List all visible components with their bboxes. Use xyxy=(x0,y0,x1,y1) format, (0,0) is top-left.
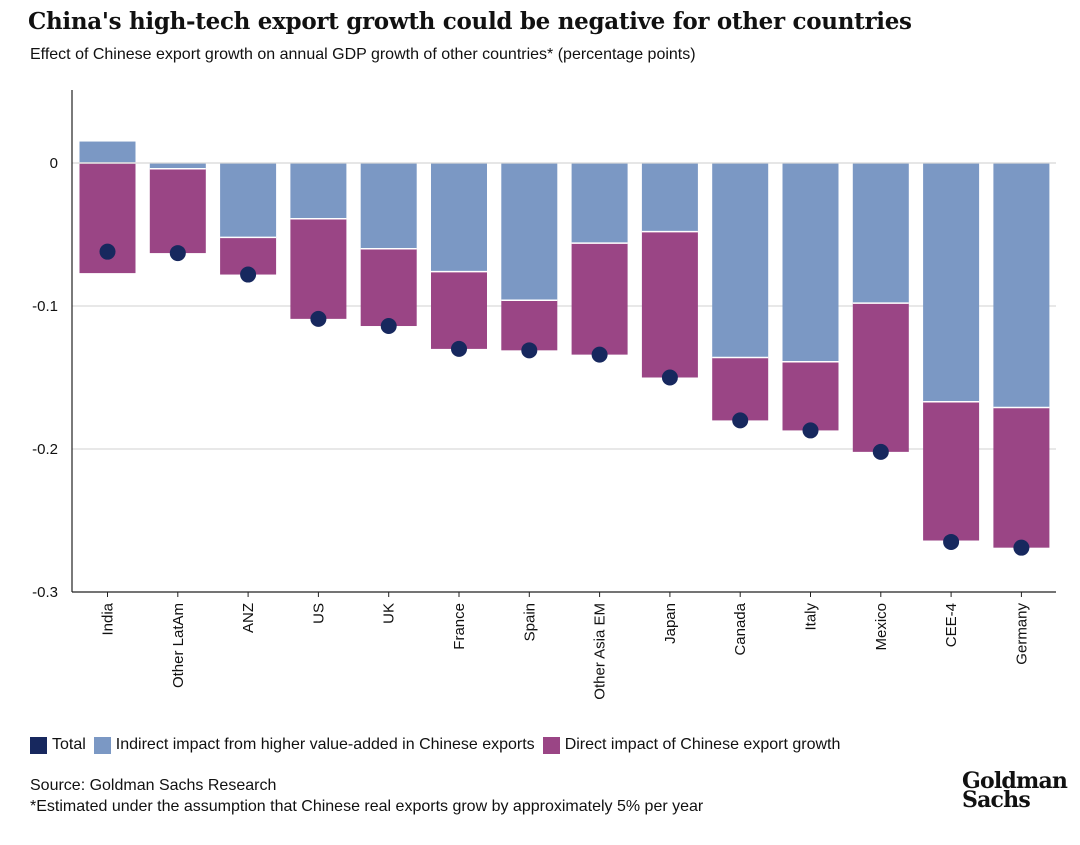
chart-subtitle: Effect of Chinese export growth on annua… xyxy=(30,46,696,63)
direct-bar-france xyxy=(431,271,487,349)
direct-bar-other-asia-em xyxy=(571,243,628,355)
indirect-bar-germany xyxy=(993,163,1050,408)
x-tick-label: Mexico xyxy=(873,603,890,651)
total-marker-canada xyxy=(732,412,749,429)
footnote: *Estimated under the assumption that Chi… xyxy=(30,798,704,815)
indirect-bar-italy xyxy=(782,163,839,362)
direct-bar-other-latam xyxy=(149,168,206,254)
legend-swatch-direct xyxy=(542,736,560,754)
total-marker-uk xyxy=(380,318,397,335)
legend-item-total: Total xyxy=(30,736,86,754)
indirect-bar-mexico xyxy=(852,163,909,304)
total-marker-france xyxy=(451,340,467,357)
direct-bar-uk xyxy=(360,248,417,327)
direct-bar-spain xyxy=(501,300,558,351)
direct-bar-us xyxy=(290,218,347,319)
legend-item-direct: Direct impact of Chinese export growth xyxy=(542,736,841,754)
x-tick-label: Spain xyxy=(521,603,538,641)
axes xyxy=(71,90,1056,597)
indirect-bar-cee-4 xyxy=(923,163,980,402)
total-marker-cee-4 xyxy=(943,533,960,550)
indirect-bar-anz xyxy=(220,163,277,238)
indirect-bar-india xyxy=(79,141,136,163)
x-tick-label: US xyxy=(310,603,327,624)
indirect-bar-spain xyxy=(501,163,558,301)
x-tick-labels: India Other LatAm ANZ US UK France Spain Other … xyxy=(100,602,1031,699)
y-tick-label: -0.2 xyxy=(32,441,58,458)
direct-bar-japan xyxy=(641,231,698,378)
total-marker-mexico xyxy=(872,443,889,460)
logo-line-2: Sachs xyxy=(962,787,1031,813)
indirect-bar-other-latam xyxy=(149,163,206,169)
legend: Total Indirect impact from higher value-… xyxy=(30,736,848,754)
direct-bar-germany xyxy=(993,407,1050,548)
legend-swatch-indirect xyxy=(93,736,111,754)
chart-title: China's high-tech export growth could be… xyxy=(28,8,912,35)
legend-label-direct: Direct impact of Chinese export growth xyxy=(564,736,841,753)
indirect-bar-france xyxy=(431,163,487,272)
y-tick-label: -0.1 xyxy=(32,298,58,315)
total-markers xyxy=(99,243,1030,556)
y-tick-label: 0 xyxy=(50,155,58,172)
x-tick-label: ANZ xyxy=(240,603,257,633)
indirect-bar-uk xyxy=(360,163,417,249)
x-tick-label: Canada xyxy=(732,602,749,655)
direct-bar-italy xyxy=(782,361,839,431)
x-tick-label: Italy xyxy=(803,603,820,631)
stacked-bar-chart: 0 -0.1 -0.2 -0.3 India Other LatAm ANZ US UK Fra… xyxy=(32,90,1056,700)
x-tick-label: France xyxy=(451,603,468,650)
total-marker-spain xyxy=(521,342,538,359)
total-marker-japan xyxy=(661,369,678,386)
x-tick-label: UK xyxy=(381,603,398,624)
x-tick-label: Japan xyxy=(662,603,679,644)
direct-bar-mexico xyxy=(852,303,909,452)
x-tick-label: India xyxy=(100,602,117,635)
legend-label-indirect: Indirect impact from higher value-added … xyxy=(115,736,535,753)
x-tick-label: Other LatAm xyxy=(170,603,187,688)
indirect-bar-canada xyxy=(712,163,769,358)
x-tick-label: Other Asia EM xyxy=(592,603,609,700)
y-tick-labels: 0 -0.1 -0.2 -0.3 xyxy=(32,155,58,601)
direct-bar-cee-4 xyxy=(923,401,980,541)
indirect-bar-japan xyxy=(641,163,698,232)
indirect-bar-other-asia-em xyxy=(571,163,628,244)
total-marker-italy xyxy=(802,422,819,439)
legend-item-indirect: Indirect impact from higher value-added … xyxy=(93,736,535,754)
total-marker-germany xyxy=(1013,539,1030,556)
source-note: Source: Goldman Sachs Research xyxy=(30,777,277,794)
direct-bars xyxy=(79,162,1050,548)
direct-bar-canada xyxy=(712,357,769,421)
legend-swatch-total xyxy=(30,736,47,754)
total-marker-other-asia-em xyxy=(591,346,608,363)
y-tick-label: -0.3 xyxy=(32,584,58,601)
logo-line-1: Goldman xyxy=(962,768,1068,794)
x-tick-label: CEE-4 xyxy=(943,603,960,647)
indirect-bar-us xyxy=(290,163,347,219)
total-marker-us xyxy=(310,310,327,327)
total-marker-other-latam xyxy=(169,245,186,262)
goldman-sachs-logo: Goldman Sachs xyxy=(962,768,1068,813)
x-tick-label: Germany xyxy=(1013,603,1030,665)
indirect-bars xyxy=(79,141,1050,408)
legend-label-total: Total xyxy=(52,736,86,753)
total-marker-india xyxy=(99,243,116,260)
total-marker-anz xyxy=(240,266,257,283)
